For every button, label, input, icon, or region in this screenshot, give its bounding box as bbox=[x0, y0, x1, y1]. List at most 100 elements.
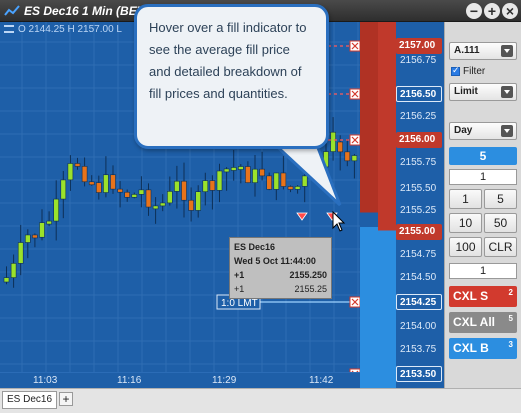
price-label: 2156.25 bbox=[400, 111, 437, 122]
candle bbox=[209, 175, 216, 210]
candle bbox=[60, 171, 67, 219]
account-value: A.111 bbox=[454, 45, 480, 56]
order-type-dropdown[interactable]: Limit bbox=[449, 83, 517, 101]
tooltip-datetime: Wed 5 Oct 11:44:00 bbox=[234, 256, 316, 266]
cancel-order-icon[interactable] bbox=[349, 368, 361, 372]
price-badge-order: 2153.50 bbox=[396, 366, 442, 382]
cancel-all-button[interactable]: CXL All 5 bbox=[449, 312, 517, 333]
chevron-down-icon bbox=[501, 125, 513, 137]
candle bbox=[273, 172, 280, 201]
candle bbox=[202, 172, 209, 206]
price-label: 2155.25 bbox=[400, 205, 437, 216]
add-tab-button[interactable]: + bbox=[59, 392, 73, 406]
chevron-down-icon bbox=[501, 86, 513, 98]
candle bbox=[39, 209, 45, 241]
price-badge-order: 2154.25 bbox=[396, 294, 442, 310]
price-label: 2155.75 bbox=[400, 157, 437, 168]
candle bbox=[344, 139, 351, 167]
candle bbox=[252, 155, 258, 197]
candle bbox=[74, 157, 81, 170]
sell-volume-column[interactable] bbox=[360, 22, 378, 388]
quantity-input[interactable]: 1 bbox=[449, 169, 517, 185]
close-icon[interactable]: × bbox=[502, 3, 518, 19]
candle bbox=[88, 175, 95, 186]
candle bbox=[195, 185, 201, 218]
help-callout: Hover over a fill indicator to see the a… bbox=[134, 4, 329, 149]
candle bbox=[53, 180, 60, 241]
buy-volume-column[interactable] bbox=[378, 22, 396, 388]
candle bbox=[46, 211, 52, 227]
price-label: 2153.75 bbox=[400, 344, 437, 355]
candle bbox=[351, 153, 358, 179]
cancel-buy-count: 3 bbox=[508, 340, 513, 349]
candle bbox=[124, 189, 130, 202]
qty-button-100[interactable]: 100 bbox=[449, 237, 482, 257]
cancel-all-label: CXL All bbox=[453, 315, 496, 329]
candle bbox=[181, 162, 187, 218]
tab-es-dec16[interactable]: ES Dec16 bbox=[2, 391, 57, 409]
account-dropdown[interactable]: A.111 bbox=[449, 42, 517, 60]
chevron-down-icon bbox=[501, 45, 513, 57]
minimize-icon[interactable]: − bbox=[466, 3, 482, 19]
chart-line-icon bbox=[4, 5, 20, 16]
tif-dropdown[interactable]: Day bbox=[449, 122, 517, 140]
candle bbox=[81, 157, 88, 187]
tooltip-average-row: +1 2155.250 bbox=[234, 268, 327, 282]
cancel-sell-button[interactable]: CXL S 2 bbox=[449, 286, 517, 307]
candle bbox=[216, 163, 223, 203]
candle bbox=[238, 164, 244, 184]
cancel-buy-button[interactable]: CXL B 3 bbox=[449, 338, 517, 359]
fill-indicator-icon[interactable] bbox=[296, 212, 308, 221]
cancel-sell-count: 2 bbox=[508, 288, 513, 297]
candle bbox=[294, 185, 301, 194]
candle bbox=[110, 165, 116, 194]
candle bbox=[287, 185, 294, 193]
time-label: 11:16 bbox=[117, 375, 142, 386]
candle bbox=[167, 176, 173, 206]
cancel-sell-label: CXL S bbox=[453, 289, 489, 303]
candle bbox=[174, 165, 180, 209]
candle bbox=[230, 150, 237, 181]
quantity-input-secondary[interactable]: 1 bbox=[449, 263, 517, 279]
price-label: 2154.75 bbox=[400, 249, 437, 260]
candle bbox=[145, 183, 152, 216]
chart-menu-icon[interactable] bbox=[4, 25, 14, 33]
qty-button-50[interactable]: 50 bbox=[484, 213, 517, 233]
candle bbox=[67, 155, 74, 191]
maximize-icon[interactable]: + bbox=[484, 3, 500, 19]
qty-button-5[interactable]: 5 bbox=[484, 189, 517, 209]
qty-button-10[interactable]: 10 bbox=[449, 213, 482, 233]
candle bbox=[103, 156, 109, 198]
qty-button-1[interactable]: 1 bbox=[449, 189, 482, 209]
price-badge-last: 2155.00 bbox=[396, 224, 442, 240]
window-title: ES Dec16 1 Min (BET) bbox=[24, 4, 149, 18]
candle bbox=[117, 181, 123, 208]
callout-pointer bbox=[267, 140, 342, 207]
order-type-value: Limit bbox=[454, 86, 478, 97]
order-entry-panel: A.111 Filter Limit Day 5 1 1 5 10 50 100… bbox=[444, 22, 521, 388]
cursor-icon bbox=[332, 210, 346, 232]
clear-button[interactable]: CLR bbox=[484, 237, 517, 257]
fill-tooltip: ES Dec16 Wed 5 Oct 11:44:00 +1 2155.250 … bbox=[229, 237, 332, 299]
filter-label: Filter bbox=[463, 66, 486, 77]
candle bbox=[188, 187, 194, 222]
price-label: 2154.00 bbox=[400, 321, 437, 332]
time-label: 11:03 bbox=[33, 375, 58, 386]
price-badge-sell: 2156.00 bbox=[396, 132, 442, 148]
candle bbox=[280, 156, 287, 190]
candle bbox=[330, 117, 336, 161]
candle bbox=[138, 176, 145, 208]
candle bbox=[259, 151, 265, 181]
tif-value: Day bbox=[454, 125, 473, 136]
filter-checkbox[interactable] bbox=[451, 65, 460, 76]
price-axis[interactable]: 2156.75 2156.25 2155.75 2155.50 2155.25 … bbox=[396, 22, 444, 388]
time-label: 11:42 bbox=[309, 375, 334, 386]
cancel-buy-label: CXL B bbox=[453, 341, 489, 355]
candle bbox=[32, 233, 38, 248]
candle bbox=[3, 266, 10, 285]
candle bbox=[245, 161, 251, 184]
price-label: 2155.50 bbox=[400, 183, 437, 194]
candle bbox=[301, 169, 308, 203]
price-label: 2154.50 bbox=[400, 272, 437, 283]
quantity-display: 5 bbox=[449, 147, 517, 165]
